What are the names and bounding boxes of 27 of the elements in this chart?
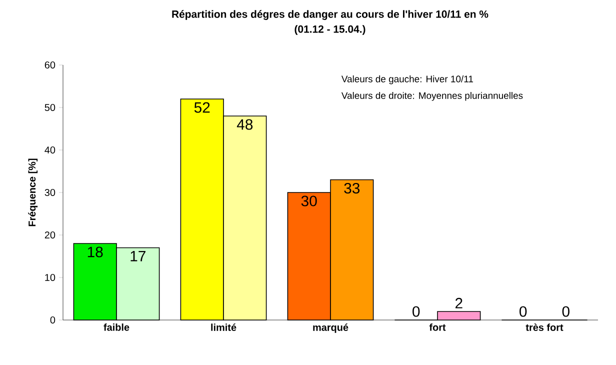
data-label: 2 xyxy=(455,298,462,308)
chart-title: Répartition des dégres de danger au cours de l'hiver 10/11 en % xyxy=(172,10,488,20)
y-tick-label: 10 xyxy=(45,274,56,282)
y-tick-label: 60 xyxy=(44,61,56,69)
data-label: 48 xyxy=(236,119,253,130)
data-label: 0 xyxy=(412,306,420,317)
y-tick-label: 40 xyxy=(44,146,56,154)
data-label: 17 xyxy=(130,250,146,262)
y-tick-label: 50 xyxy=(44,104,56,112)
y-tick-label: 20 xyxy=(44,231,56,239)
data-label: 0 xyxy=(520,306,527,317)
annotation: Valeurs de droite: Moyennes pluriannuelles xyxy=(341,92,523,101)
x-tick-label: faible xyxy=(104,324,130,331)
x-tick-label: très fort xyxy=(526,324,564,331)
data-label: 0 xyxy=(562,306,570,317)
data-label: 33 xyxy=(344,182,360,194)
chart-subtitle: (01.12 - 15.04.) xyxy=(294,25,366,35)
data-label: 30 xyxy=(301,196,317,206)
annotation: Valeurs de gauche: Hiver 10/11 xyxy=(341,75,473,84)
data-label: 18 xyxy=(88,246,103,258)
x-tick-label: marqué xyxy=(313,324,348,333)
x-tick-label: limité xyxy=(211,324,236,331)
data-label: 52 xyxy=(194,102,210,113)
x-tick-label: fort xyxy=(429,324,446,331)
y-tick-label: 30 xyxy=(44,188,56,196)
y-tick-label: 0 xyxy=(50,316,56,324)
y-axis-title: Fréquence [%] xyxy=(28,158,38,226)
